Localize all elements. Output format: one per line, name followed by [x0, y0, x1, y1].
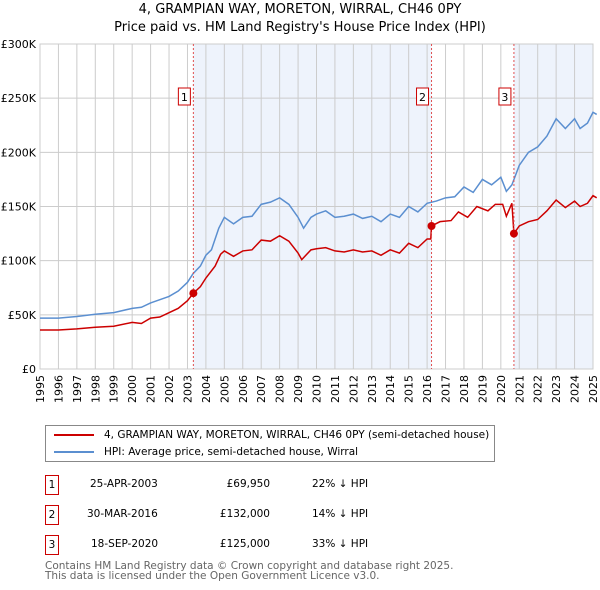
sale-label: 2 — [419, 91, 426, 104]
sale-hpi-delta: 14% ↓ HPI — [312, 508, 369, 520]
sale-badge: 1 — [45, 475, 59, 495]
legend: 4, GRAMPIAN WAY, MORETON, WIRRAL, CH46 0… — [45, 425, 495, 462]
sale-date: 25-APR-2003 — [90, 478, 158, 490]
sale-label-box — [498, 87, 512, 106]
x-tick-label: 2016 — [421, 375, 434, 403]
x-tick-label: 1999 — [108, 375, 121, 403]
legend-swatch-red — [54, 434, 94, 436]
sale-hpi-delta: 22% ↓ HPI — [312, 478, 369, 490]
x-tick-label: 2017 — [440, 375, 453, 403]
sale-label: 1 — [181, 91, 188, 104]
y-tick-label: £100K — [1, 255, 37, 268]
y-tick-label: £50K — [8, 309, 37, 322]
x-tick-label: 1997 — [71, 375, 84, 403]
price-chart: 1995 1996 1997 1998 1999 2000 2001 2002 2003 2004… — [1, 38, 600, 403]
x-tick-label: 2015 — [403, 375, 416, 403]
x-tick-label: 2008 — [274, 375, 287, 403]
plot-frame — [39, 43, 594, 370]
x-tick-label: 2023 — [550, 375, 563, 403]
x-tick-label: 2003 — [181, 375, 194, 403]
chart-subtitle: Price paid vs. HM Land Registry's House … — [114, 20, 486, 35]
sale-label-box — [416, 87, 430, 106]
footer-licence: This data is licensed under the Open Gov… — [45, 570, 380, 582]
sale-point — [189, 289, 198, 298]
sale-badge: 3 — [45, 535, 59, 555]
y-tick-label: £0 — [22, 363, 36, 376]
sale-price: £132,000 — [219, 508, 270, 520]
legend-item-property: 4, GRAMPIAN WAY, MORETON, WIRRAL, CH46 0… — [54, 429, 489, 441]
sale-date: 30-MAR-2016 — [87, 508, 158, 520]
legend-label: 4, GRAMPIAN WAY, MORETON, WIRRAL, CH46 0… — [104, 429, 490, 441]
x-tick-label: 2018 — [458, 375, 471, 403]
table-row: 2 30-MAR-2016 £132,000 14% ↓ HPI — [45, 505, 505, 525]
footer-copyright: Contains HM Land Registry data © Crown c… — [45, 560, 454, 572]
chart-title: 4, GRAMPIAN WAY, MORETON, WIRRAL, CH46 0… — [138, 2, 462, 17]
sale-label-box — [177, 87, 191, 106]
sale-price: £69,950 — [226, 478, 270, 490]
table-row: 1 25-APR-2003 £69,950 22% ↓ HPI — [45, 475, 505, 495]
legend-item-hpi: HPI: Average price, semi-detached house,… — [54, 446, 358, 458]
x-tick-label: 2010 — [311, 375, 324, 403]
legend-label: HPI: Average price, semi-detached house,… — [104, 446, 359, 458]
x-tick-label: 2009 — [292, 375, 305, 403]
x-tick-label: 2019 — [476, 375, 489, 403]
x-tick-label: 2012 — [347, 375, 360, 403]
x-tick-label: 2011 — [329, 375, 342, 403]
table-row: 3 18-SEP-2020 £125,000 33% ↓ HPI — [45, 535, 505, 555]
x-tick-label: 2002 — [163, 375, 176, 403]
x-tick-label: 2006 — [237, 375, 250, 403]
y-tick-label: £250K — [1, 92, 37, 105]
x-tick-label: 2025 — [587, 375, 600, 403]
x-tick-label: 2014 — [384, 375, 397, 403]
y-tick-label: £300K — [1, 38, 37, 51]
sale-price: £125,000 — [219, 538, 270, 550]
sale-hpi-delta: 33% ↓ HPI — [312, 538, 369, 550]
x-tick-label: 2004 — [200, 375, 213, 403]
x-tick-label: 2001 — [145, 375, 158, 403]
sale-point — [509, 229, 518, 238]
x-tick-label: 2005 — [218, 375, 231, 403]
hpi-line — [40, 111, 598, 319]
x-tick-label: 2021 — [513, 375, 526, 403]
y-tick-label: £150K — [1, 201, 37, 214]
x-tick-label: 1996 — [52, 375, 65, 403]
x-tick-label: 2020 — [495, 375, 508, 403]
x-tick-label: 2007 — [255, 375, 268, 403]
sale-badge: 2 — [45, 505, 59, 525]
sale-date: 18-SEP-2020 — [91, 538, 159, 550]
x-tick-label: 2000 — [126, 375, 139, 403]
sale-label: 3 — [501, 91, 508, 104]
legend-swatch-blue — [54, 451, 94, 453]
y-tick-label: £200K — [1, 146, 37, 159]
x-tick-label: 2013 — [366, 375, 379, 403]
x-tick-label: 2022 — [532, 375, 545, 403]
x-tick-label: 2024 — [569, 375, 582, 403]
x-tick-label: 1995 — [34, 375, 47, 403]
sale-point — [427, 222, 436, 230]
x-tick-label: 1998 — [89, 375, 102, 403]
